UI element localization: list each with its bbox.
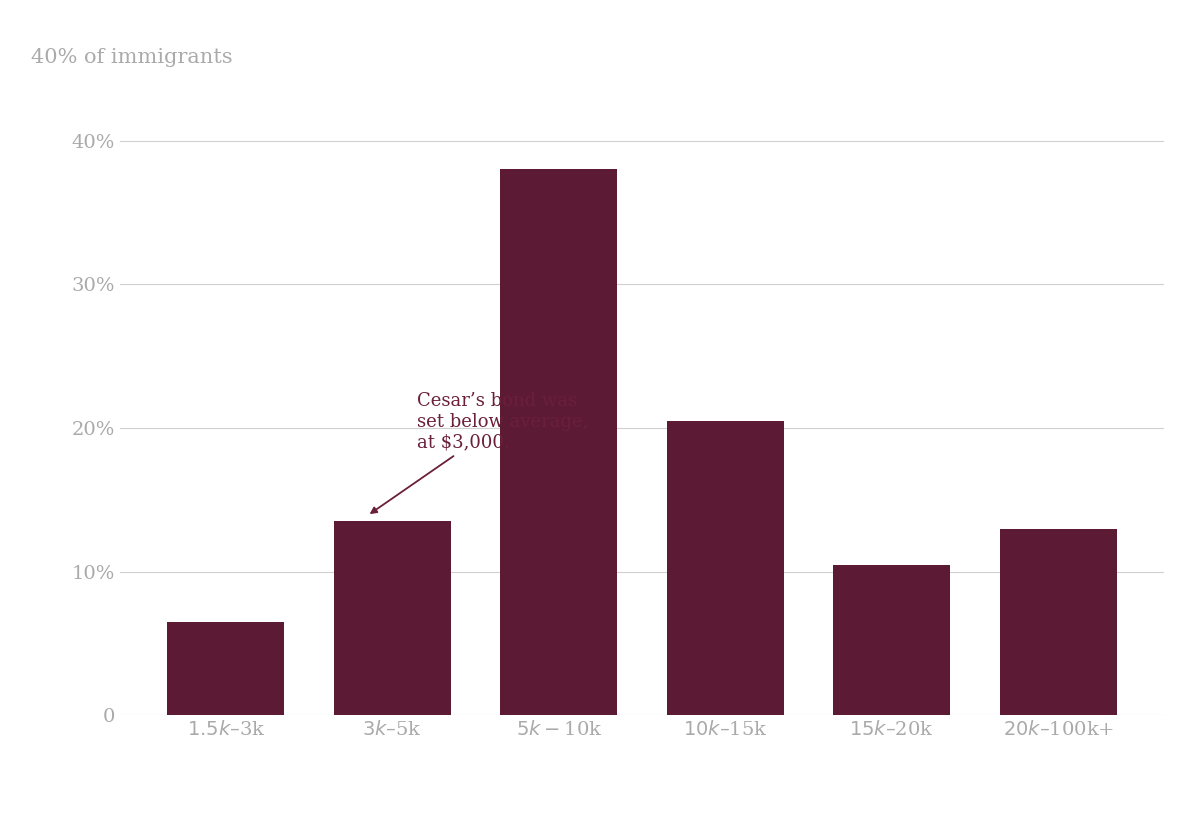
Bar	[834, 564, 950, 715]
Bar	[1000, 528, 1116, 715]
Bar	[500, 169, 617, 715]
Bar	[667, 421, 784, 715]
Bar	[168, 622, 284, 715]
Bar	[334, 521, 450, 715]
Text: Cesar’s bond was
set below average,
at $3,000.: Cesar’s bond was set below average, at $…	[371, 392, 588, 513]
Text: 40% of immigrants: 40% of immigrants	[31, 48, 233, 67]
